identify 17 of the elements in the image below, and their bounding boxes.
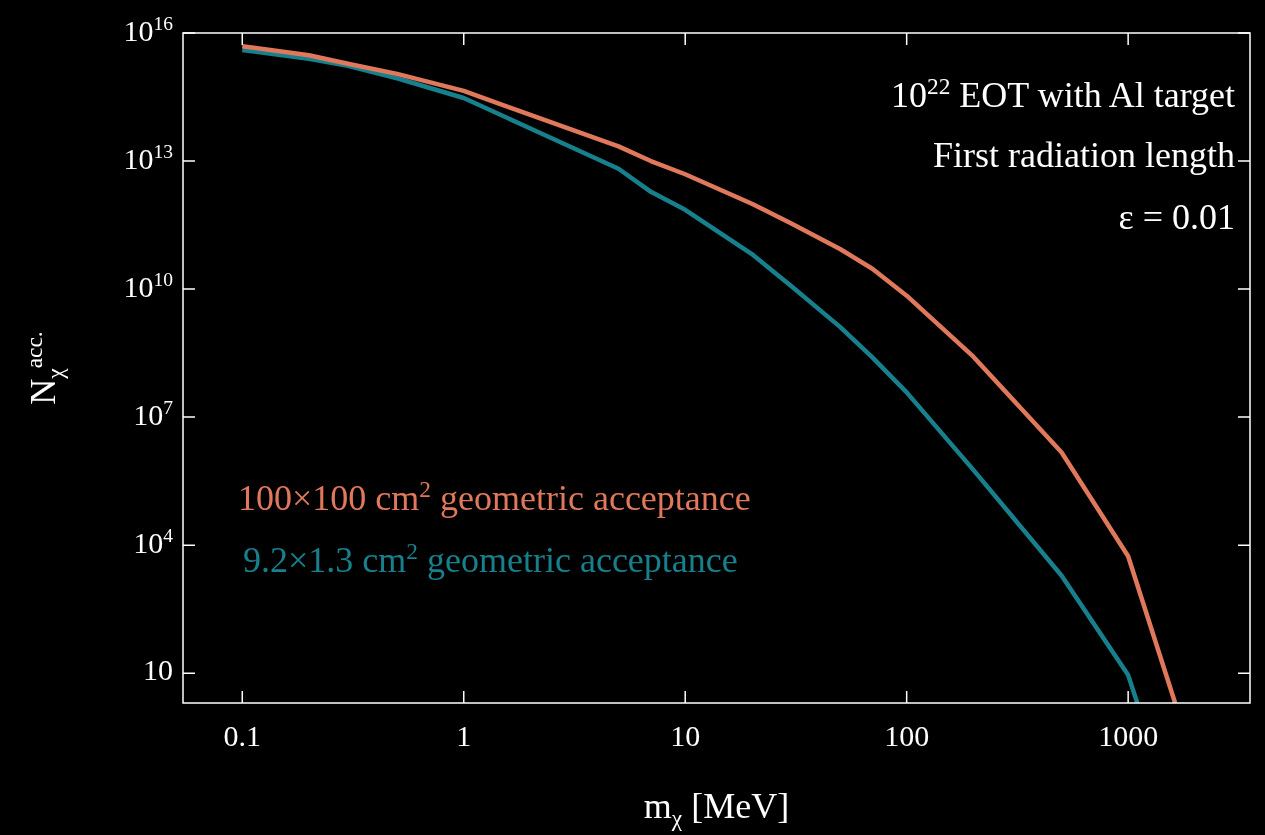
- y-tick-label: 10$^{4}$: [133, 524, 173, 559]
- x-axis-title: m$_{χ}$ [MeV]: [643, 786, 790, 832]
- y-tick-label: 10$^{7}$: [133, 396, 173, 431]
- y-tick-label: 10$^{13}$: [123, 140, 173, 175]
- y-tick-label: 10: [143, 653, 173, 687]
- x-tick-label: 1000: [1098, 719, 1159, 752]
- x-tick-label: 10: [670, 719, 701, 752]
- annotation: 10$^{22}$ EOT with Al target: [890, 73, 1235, 115]
- annotation: First radiation length: [933, 135, 1235, 175]
- y-tick-label: 10$^{16}$: [123, 12, 173, 47]
- text: 100×100 cm$^{2}$ geometric acceptance: [238, 476, 751, 518]
- y-tick-label: 10$^{10}$: [123, 268, 173, 303]
- x-tick-label: 1: [456, 719, 472, 752]
- x-tick-label: 0.1: [223, 719, 262, 752]
- x-tick-label: 100: [884, 719, 930, 752]
- annotation: ε = 0.01: [1118, 197, 1235, 237]
- text: 9.2×1.3 cm$^{2}$ geometric acceptance: [243, 538, 738, 580]
